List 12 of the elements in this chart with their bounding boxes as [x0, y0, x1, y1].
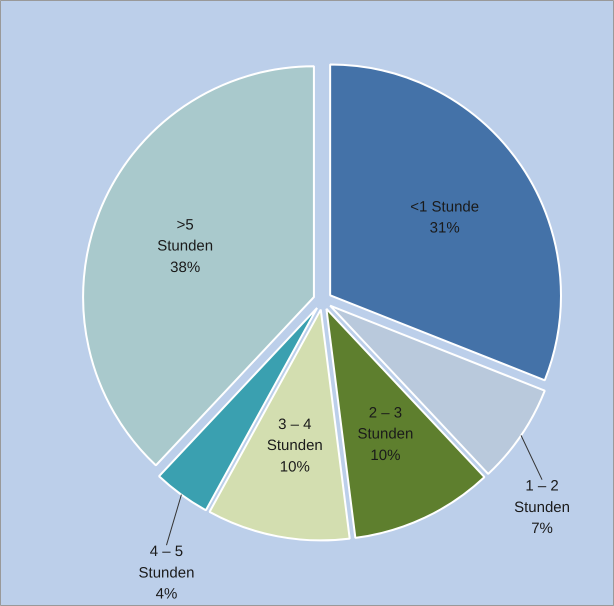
slice-label: <1 Stunde [410, 198, 480, 216]
slice-label: 3 – 4 Stunden [266, 416, 323, 454]
data-label: 31% [430, 220, 460, 237]
slice-label: 2 – 3 Stunden [357, 404, 414, 443]
slice-label: >5 Stunden [157, 216, 214, 255]
data-label: 10% [280, 458, 310, 476]
slice-label: 4 – 5 Stunden [138, 543, 194, 582]
data-label: 7% [531, 520, 553, 538]
slice-label: 1 – 2 Stunden [514, 478, 570, 516]
data-label: 38% [170, 258, 200, 276]
data-label: 4% [156, 586, 178, 603]
data-label: 10% [370, 446, 400, 464]
